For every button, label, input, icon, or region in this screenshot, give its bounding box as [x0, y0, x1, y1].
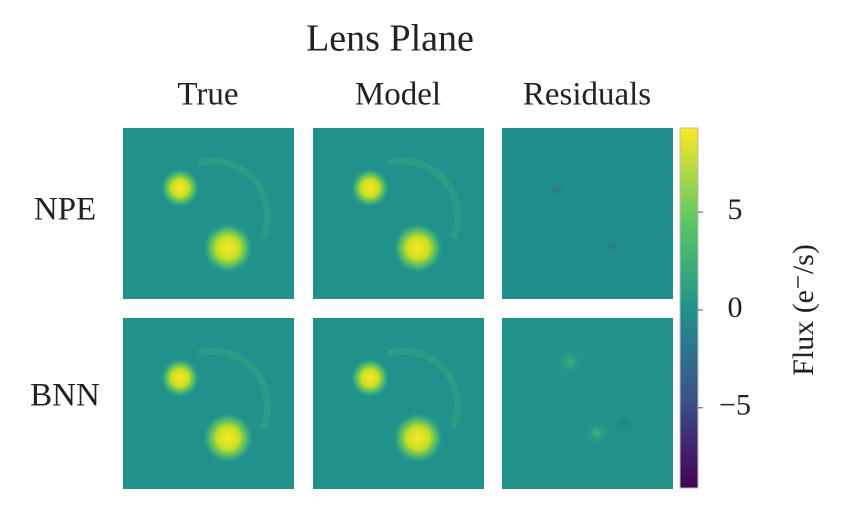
image-panel — [123, 128, 294, 299]
image-panel — [313, 128, 484, 299]
column-title: True — [177, 77, 238, 113]
column-title: Model — [355, 77, 441, 113]
colorbar — [679, 127, 699, 489]
colorbar-tick-label: 0 — [728, 291, 743, 324]
colorbar-tick-label: −5 — [719, 389, 751, 422]
image-panel — [123, 318, 294, 489]
image-panel — [313, 318, 484, 489]
title: Lens Plane — [306, 18, 474, 60]
column-title: Residuals — [523, 77, 651, 113]
colorbar-tick-label: 5 — [728, 193, 743, 226]
row-label: NPE — [34, 192, 96, 228]
row-label: BNN — [30, 378, 100, 414]
colorbar-label: Flux (e⁻/s) — [787, 244, 820, 376]
image-panel — [502, 128, 673, 299]
image-panel — [502, 318, 673, 489]
